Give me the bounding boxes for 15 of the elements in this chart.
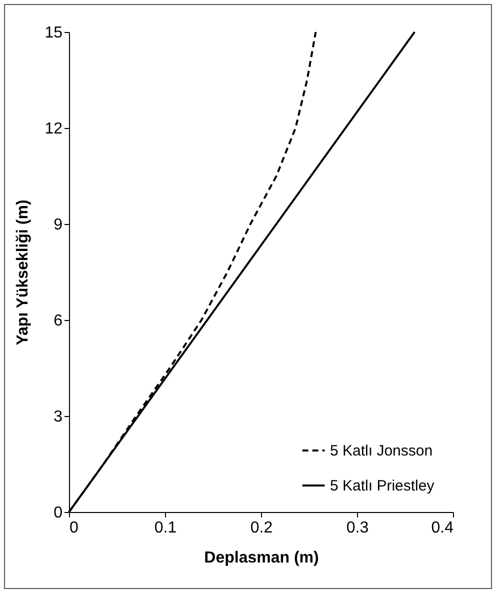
y-tick-label: 12	[44, 120, 63, 138]
x-tick-label: 0	[70, 520, 78, 536]
y-tick-label: 9	[54, 216, 63, 234]
y-tick-label: 15	[44, 24, 63, 42]
legend-label: 5 Katlı Priestley	[330, 478, 435, 494]
y-axis-title: Yapı Yüksekliği (m)	[14, 200, 32, 346]
x-axis-title: Deplasman (m)	[204, 550, 319, 566]
y-tick-label: 3	[54, 408, 63, 426]
x-tick-label: 0.1	[154, 520, 177, 536]
x-tick-label: 0.2	[250, 520, 273, 536]
y-tick-label: 6	[54, 312, 63, 330]
x-tick-label: 0.4	[431, 520, 454, 536]
y-tick-label: 0	[54, 504, 63, 522]
x-tick-label: 0.3	[346, 520, 369, 536]
legend-label: 5 Katlı Jonsson	[330, 442, 433, 460]
